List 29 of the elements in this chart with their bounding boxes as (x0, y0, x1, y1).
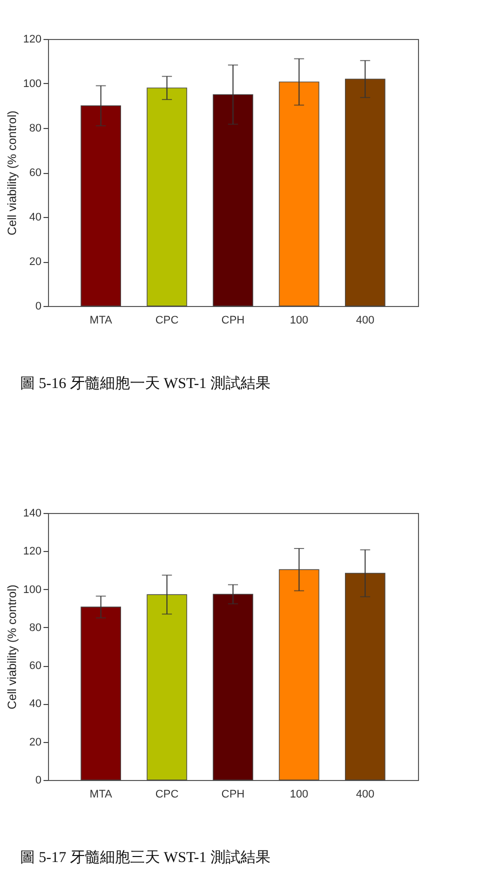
x-tick-label: MTA (90, 788, 113, 800)
y-tick-label: 120 (23, 546, 42, 558)
y-axis-title: Cell viability (% control) (5, 110, 20, 236)
y-tick-label: 100 (23, 78, 42, 90)
y-tick-label: 80 (29, 622, 42, 634)
x-tick-label: 400 (356, 314, 374, 326)
y-tick-label: 0 (35, 300, 42, 312)
y-tick-label: 20 (29, 256, 42, 268)
y-tick-label: 120 (23, 34, 42, 46)
y-tick-label: 80 (29, 122, 42, 134)
x-tick-label: CPC (155, 788, 179, 800)
y-tick-label: 140 (23, 508, 42, 520)
y-axis-title: Cell viability (% control) (5, 584, 20, 710)
y-tick-label: 20 (29, 736, 42, 748)
caption: 圖 5-16 牙髓細胞一天 WST-1 測試結果 (20, 374, 272, 393)
x-tick-label: 100 (290, 314, 308, 326)
x-tick-label: 100 (290, 788, 308, 800)
y-tick-label: 40 (29, 212, 42, 224)
y-tick-label: 60 (29, 167, 42, 179)
x-tick-label: CPC (155, 314, 179, 326)
x-tick-label: CPH (221, 788, 245, 800)
y-tick-label: 40 (29, 698, 42, 710)
x-tick-label: MTA (90, 314, 113, 326)
y-tick-label: 100 (23, 584, 42, 596)
y-tick-label: 60 (29, 660, 42, 672)
x-tick-label: 400 (356, 788, 374, 800)
y-tick-label: 0 (35, 774, 42, 786)
x-tick-label: CPH (221, 314, 245, 326)
caption: 圖 5-17 牙髓細胞三天 WST-1 測試結果 (20, 848, 272, 867)
